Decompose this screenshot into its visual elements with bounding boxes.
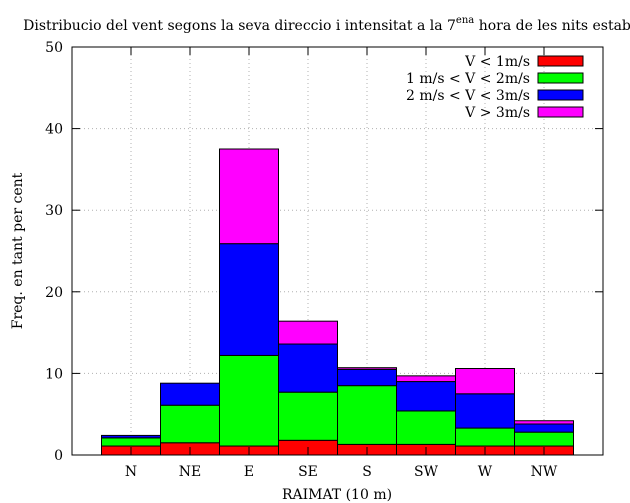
bar-segment [160, 404, 220, 444]
bar-segment [219, 354, 279, 447]
y-tick-label: 20 [45, 285, 63, 301]
chart-title-rest: hora de les nits estables [474, 18, 630, 34]
y-tick-label: 50 [45, 40, 63, 56]
x-tick-label: SE [298, 464, 318, 480]
legend-label: V < 1m/s [464, 54, 530, 70]
bar-segment [396, 375, 456, 383]
x-tick-label: W [478, 464, 493, 480]
y-tick-label: 30 [45, 203, 63, 219]
bar-segment [101, 437, 161, 447]
bar-segment [455, 368, 515, 395]
bar-segment [278, 391, 338, 441]
x-tick-label: N [125, 464, 137, 480]
legend: V < 1m/s1 m/s < V < 2m/s2 m/s < V < 3m/s… [406, 54, 584, 121]
legend-swatch [537, 89, 584, 101]
bar-series [101, 148, 574, 456]
y-tick-label: 0 [54, 448, 63, 464]
plot-frame [71, 46, 604, 456]
bar-segment [337, 367, 397, 370]
x-tick-label: NE [179, 464, 201, 480]
bar-segment [278, 343, 338, 393]
y-tick-label: 10 [45, 366, 63, 382]
bar-segment [514, 423, 574, 433]
bar-segment [514, 431, 574, 447]
bar-segment [219, 148, 279, 245]
legend-swatch [537, 55, 584, 67]
bar-segment [101, 434, 161, 439]
bar-segment [455, 393, 515, 429]
bar-segment [396, 381, 456, 412]
bar-segment [514, 420, 574, 425]
legend-swatch [537, 106, 584, 118]
bar-segment [160, 382, 220, 406]
x-axis: N NE E SE S SW W NW [125, 47, 558, 480]
x-axis-label: RAIMAT (10 m) [282, 487, 392, 503]
y-axis-label: Freq. en tant per cent [10, 172, 26, 329]
chart-title-sup: ena [456, 15, 474, 26]
bar-segment [278, 320, 338, 345]
chart-title: Distribucio del vent segons la seva dire… [23, 15, 630, 34]
chart-title-main: Distribucio del vent segons la seva dire… [23, 18, 456, 34]
legend-label: 1 m/s < V < 2m/s [406, 71, 530, 87]
bar-segment [219, 243, 279, 356]
y-tick-label: 40 [45, 122, 63, 138]
bar-segment [337, 385, 397, 445]
x-tick-label: S [362, 464, 372, 480]
x-tick-label: SW [414, 464, 439, 480]
legend-label: V > 3m/s [464, 105, 530, 121]
legend-label: 2 m/s < V < 3m/s [406, 88, 530, 104]
legend-swatch [537, 72, 584, 84]
bar-segment [455, 427, 515, 447]
bar-segment [396, 410, 456, 445]
y-axis: 0 10 20 30 40 50 [45, 40, 603, 464]
bar-segment [337, 368, 397, 387]
x-tick-label: E [244, 464, 254, 480]
x-tick-label: NW [531, 464, 558, 480]
